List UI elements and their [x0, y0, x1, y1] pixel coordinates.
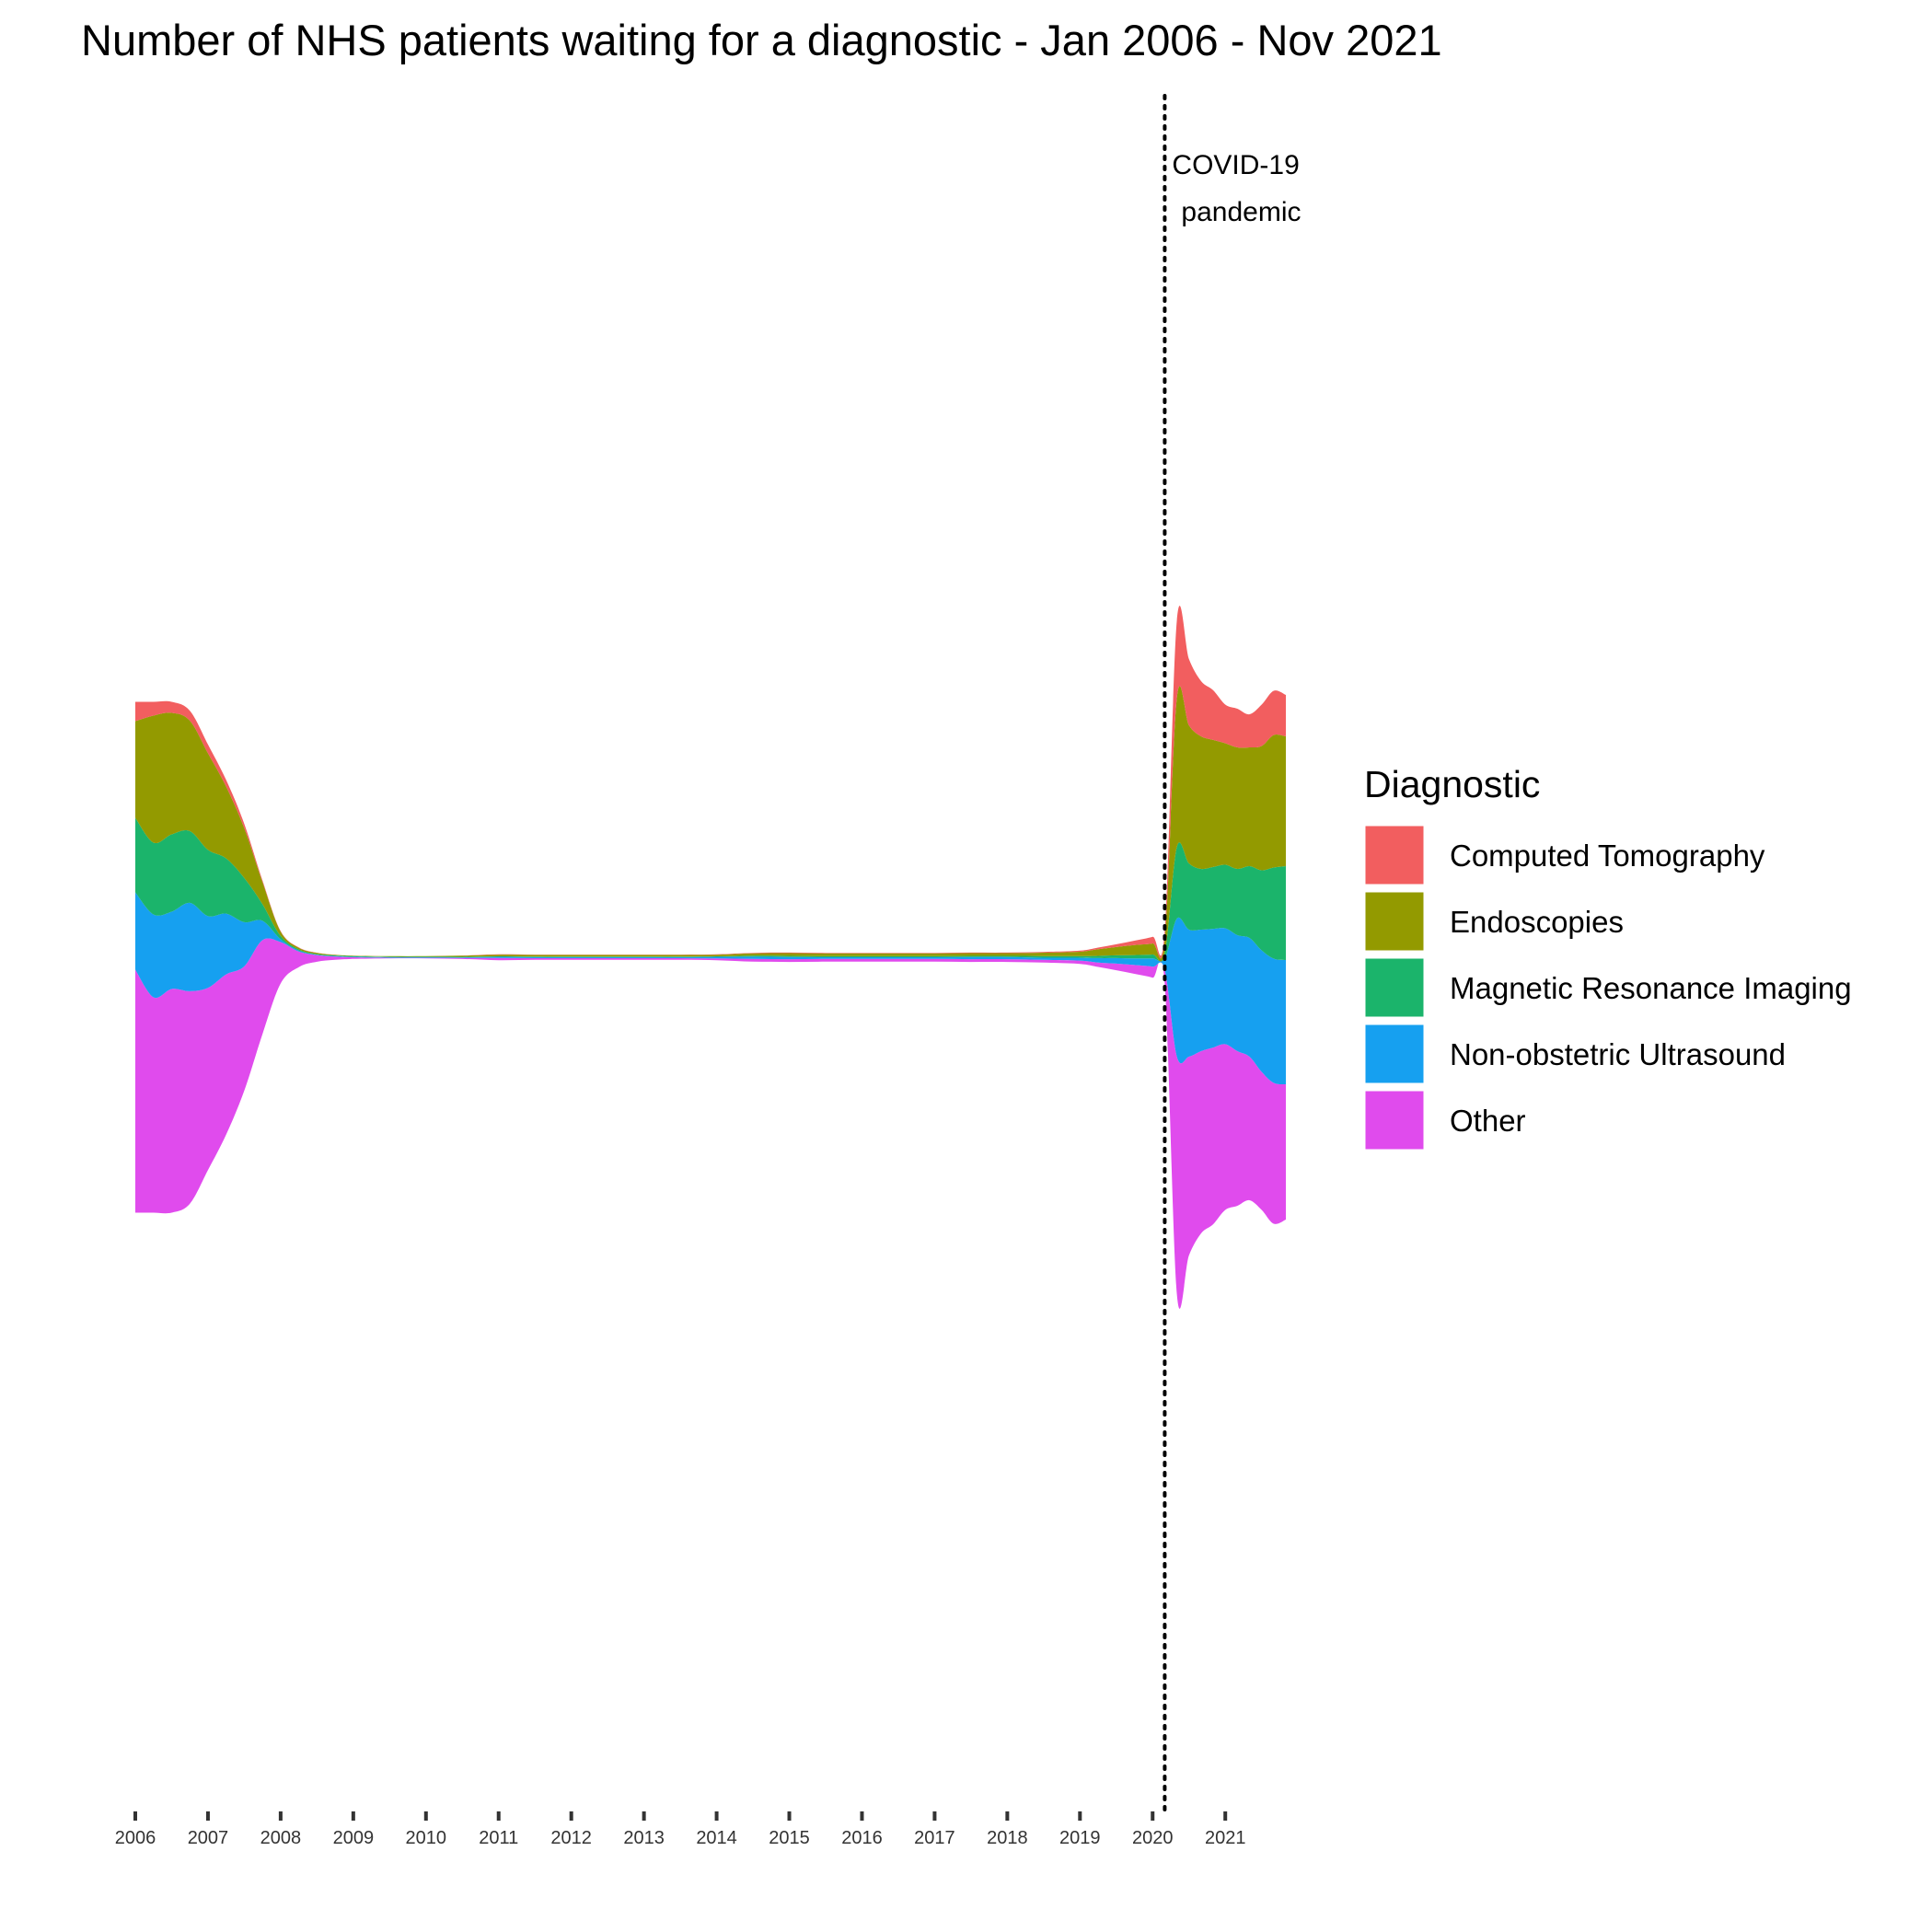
x-tick-label: 2017 [914, 1828, 955, 1848]
stream-non-obstetric-ultrasound [135, 892, 1286, 1085]
x-tick-label: 2020 [1132, 1828, 1174, 1848]
stream-computed-tomography [135, 606, 1286, 959]
legend: Diagnostic Computed Tomography Endoscopie… [1362, 763, 1852, 1152]
covid-annotation: COVID-19 pandemic [1163, 94, 1301, 1817]
x-tick-label: 2015 [769, 1828, 810, 1848]
legend-label: Computed Tomography [1450, 839, 1765, 873]
x-tick-label: 2010 [406, 1828, 447, 1848]
x-tick-label: 2018 [987, 1828, 1028, 1848]
legend-swatch [1362, 823, 1427, 887]
x-tick-label: 2008 [260, 1828, 302, 1848]
legend-swatch [1362, 1022, 1427, 1086]
stream-layers [135, 606, 1286, 1309]
x-tick-label: 2021 [1205, 1828, 1246, 1848]
x-axis-ticks: 2006 2007 2008 2009 2010 2011 2012 2013 2014 2015… [115, 1811, 1246, 1848]
covid-label-line-1: COVID-19 [1172, 150, 1299, 180]
stream-magnetic-resonance-imaging [135, 817, 1286, 962]
x-tick-label: 2013 [623, 1828, 665, 1848]
legend-swatch [1362, 1088, 1427, 1152]
stream-endoscopies [135, 686, 1286, 962]
x-tick-label: 2016 [841, 1828, 883, 1848]
legend-title: Diagnostic [1364, 763, 1540, 805]
legend-label: Endoscopies [1450, 905, 1624, 939]
x-tick-label: 2012 [550, 1828, 592, 1848]
chart-title: Number of NHS patients waiting for a dia… [81, 16, 1442, 64]
x-tick-label: 2007 [188, 1828, 229, 1848]
legend-swatch [1362, 955, 1427, 1020]
legend-label: Non-obstetric Ultrasound [1450, 1037, 1786, 1071]
legend-items: Computed Tomography Endoscopies Magnetic R… [1362, 823, 1852, 1152]
x-tick-label: 2009 [333, 1828, 375, 1848]
legend-label: Other [1450, 1104, 1526, 1138]
covid-label-line-2: pandemic [1181, 197, 1301, 227]
stream-other [135, 938, 1286, 1309]
legend-swatch [1362, 889, 1427, 954]
legend-label: Magnetic Resonance Imaging [1450, 971, 1852, 1005]
x-tick-label: 2019 [1059, 1828, 1101, 1848]
x-tick-label: 2006 [115, 1828, 156, 1848]
x-tick-label: 2014 [696, 1828, 737, 1848]
x-tick-label: 2011 [479, 1828, 518, 1848]
